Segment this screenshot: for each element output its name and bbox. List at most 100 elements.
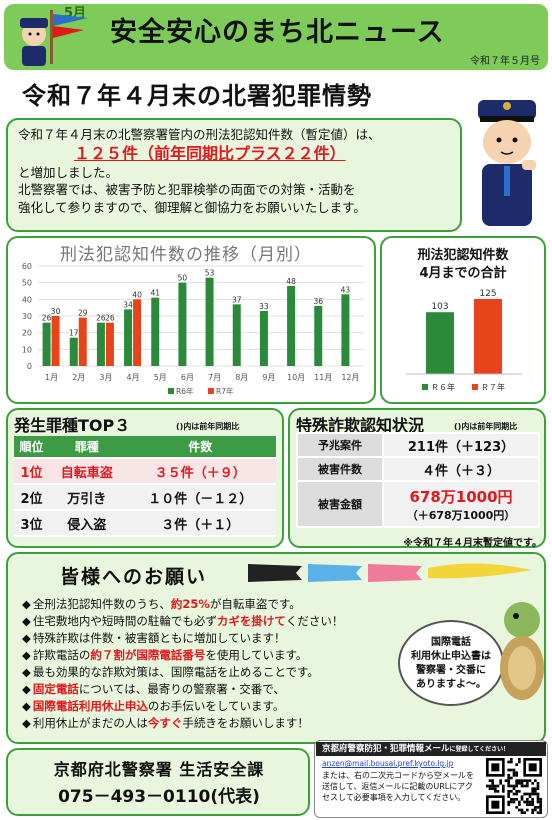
x-tick-label: 1月 — [45, 373, 58, 382]
data-label: 17 — [69, 329, 79, 338]
department-box — [6, 748, 310, 816]
fraud-amount-diff: （＋678万1000円） — [406, 508, 516, 522]
qr-module — [523, 811, 526, 814]
qr-module — [520, 784, 524, 788]
bar-R7年 — [78, 317, 87, 366]
legend-swatch — [208, 388, 214, 394]
qr-module — [488, 787, 492, 790]
police-mascot-icon — [20, 10, 88, 66]
header-rank: 順位 — [14, 436, 49, 459]
mail-address-link[interactable]: anzen@mail.bousai.pref.kyoto.lg.jp — [322, 759, 454, 768]
intro-box: 令和７年４月末の北警察署管内の刑法犯認知件数（暫定値）は、 １２５件（前年同期比… — [6, 118, 462, 232]
data-label: 48 — [286, 277, 296, 286]
qr-module — [518, 782, 521, 785]
data-label: 34 — [123, 300, 133, 309]
intro-highlight: １２５件（前年同期比プラス２２件） — [74, 143, 346, 163]
bar-R6年 — [178, 282, 187, 366]
qr-module — [534, 779, 537, 782]
qr-module — [502, 790, 505, 793]
qr-code-icon[interactable] — [486, 758, 542, 814]
mail-heading: 京都府警察防犯・犯罪情報メールに登録してください！ — [316, 742, 546, 756]
qr-module — [507, 776, 510, 780]
data-label: 29 — [78, 309, 88, 318]
qr-module — [520, 811, 524, 814]
qr-module — [510, 800, 513, 804]
header-type: 罪種 — [48, 436, 125, 459]
data-label: 26 — [42, 314, 52, 323]
data-label: 103 — [431, 302, 448, 312]
qr-module — [536, 782, 540, 785]
fraud-table: 予兆案件 211件（＋123） 被害件数 ４件（＋３） 被害金額 678万100… — [296, 432, 540, 528]
qr-module — [534, 790, 537, 793]
data-label: 125 — [479, 289, 496, 299]
qr-module — [515, 779, 518, 782]
qr-module — [528, 795, 532, 798]
table-row: 1位 自転車盗 ３５件（＋９） — [14, 458, 276, 485]
qr-module — [520, 782, 524, 785]
qr-module — [523, 800, 526, 804]
qr-module — [496, 784, 500, 788]
count-cell: ３件（＋１） — [124, 510, 276, 537]
qr-module — [510, 768, 513, 772]
qr-module — [515, 774, 518, 777]
table-row: 予兆案件 211件（＋123） — [296, 432, 540, 458]
qr-module — [531, 782, 534, 785]
fraud-note: ()内は前年同期比 — [454, 422, 518, 431]
request-text: のお手伝いをしています。 — [147, 699, 285, 713]
fraud-value: 211件（＋123） — [382, 432, 540, 458]
rank-cell: 2位 — [14, 484, 49, 511]
bar-R6年 — [314, 306, 323, 366]
qr-module — [539, 808, 542, 812]
qr-finder — [491, 763, 500, 772]
qr-module — [510, 798, 513, 801]
x-tick-label: 9月 — [262, 373, 275, 382]
qr-module — [526, 808, 529, 812]
y-tick-label: 40 — [22, 295, 32, 304]
type-cell: 万引き — [48, 484, 125, 511]
fraud-value: ４件（＋３） — [382, 456, 540, 482]
legend-label: R7年 — [216, 386, 234, 396]
qr-module — [536, 800, 540, 804]
request-title: 皆様へのお願い — [60, 566, 208, 588]
qr-module — [510, 790, 513, 793]
qr-module — [526, 782, 529, 785]
request-text: 住宅敷地内や短時間の駐輪でも必ず — [32, 614, 217, 628]
data-label: 26 — [105, 314, 115, 323]
qr-module — [510, 784, 513, 788]
x-tick-label: 12月 — [341, 373, 359, 382]
qr-module — [515, 790, 518, 793]
qr-module — [507, 790, 510, 793]
data-label: 30 — [51, 307, 61, 316]
fraud-amount: 678万1000円 — [409, 487, 513, 506]
police-officer-icon — [478, 100, 536, 226]
total-bar-chart: 103 125 Ｒ６年 Ｒ７年 — [406, 289, 522, 392]
fraud-title: 特殊詐欺認知状況 — [296, 416, 425, 435]
total-chart-title: 刑法犯認知件数 — [417, 248, 509, 263]
qr-module — [507, 768, 510, 772]
qr-module — [507, 782, 510, 785]
bar-R6年 — [232, 304, 241, 366]
qr-module — [515, 782, 518, 785]
y-tick-label: 20 — [22, 329, 32, 338]
bubble-line: 国際電話 — [431, 637, 471, 648]
intro-line-2: と増加しました。 — [18, 164, 119, 180]
x-tick-label: 4月 — [127, 373, 140, 382]
table-row: 被害件数 ４件（＋３） — [296, 456, 540, 482]
department-phone[interactable]: 075－493－0110(代表) — [58, 787, 260, 807]
qr-module — [510, 758, 513, 761]
qr-module — [534, 808, 537, 812]
type-cell: 侵入盗 — [48, 510, 125, 537]
qr-module — [536, 798, 540, 801]
qr-module — [507, 774, 510, 777]
qr-module — [510, 760, 513, 764]
request-text: ください！ — [285, 614, 344, 628]
request-emphasis: 国際電話利用休止申込 — [32, 699, 148, 713]
qr-module — [502, 787, 505, 790]
chart-title: 刑法犯認知件数の推移（月別） — [60, 245, 312, 265]
request-emphasis: 約25% — [170, 597, 210, 611]
request-item: 国際電話利用休止申込のお手伝いをしています。 — [22, 698, 422, 715]
legend-label: Ｒ６年 — [431, 382, 455, 392]
carp-streamer-icon — [248, 563, 532, 582]
y-tick-label: 0 — [27, 362, 32, 371]
qr-module — [539, 811, 542, 814]
